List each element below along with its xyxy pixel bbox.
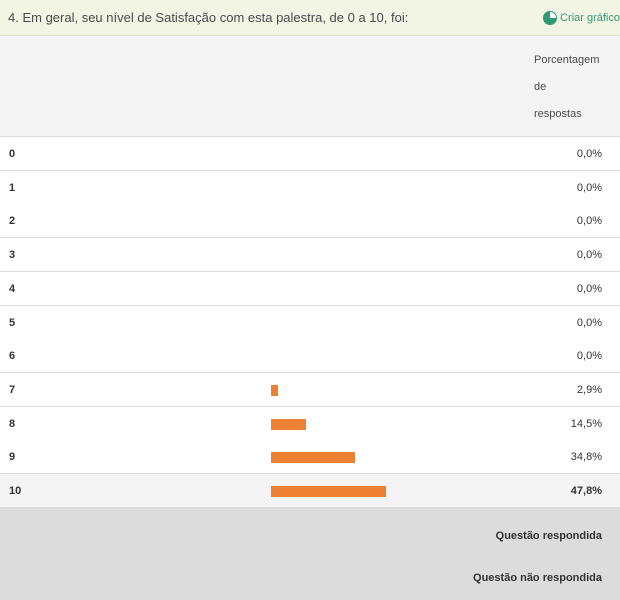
answered-label: Questão respondida <box>495 530 602 542</box>
row-label: 4 <box>9 282 16 295</box>
table-row: 8 14,5% <box>0 406 620 441</box>
row-percentage: 34,8% <box>570 451 602 464</box>
pie-chart-icon <box>543 11 558 25</box>
percentage-bar <box>271 486 386 497</box>
percentage-bar <box>271 384 278 396</box>
column-header-line: respostas <box>534 108 582 120</box>
table-row: 6 0,0% <box>0 339 620 374</box>
question-title: 4. Em geral, seu nível de Satisfação com… <box>8 10 409 25</box>
summary-footer: Questão respondida Questão não respondid… <box>0 508 620 600</box>
table-row: 2 0,0% <box>0 204 620 239</box>
row-label: 9 <box>9 451 16 464</box>
row-percentage: 47,8% <box>570 485 602 497</box>
row-percentage: 0,0% <box>576 350 602 363</box>
row-percentage: 0,0% <box>576 282 602 295</box>
table-row: 10 47,8% <box>0 474 620 508</box>
percentage-bar <box>271 418 306 430</box>
row-percentage: 0,0% <box>576 181 602 194</box>
row-label: 2 <box>9 215 16 228</box>
table-row: 3 0,0% <box>0 238 620 273</box>
row-percentage: 0,0% <box>576 316 602 329</box>
table-row: 7 2,9% <box>0 372 620 407</box>
create-chart-label[interactable]: Criar gráfico <box>560 12 620 24</box>
table-row: 5 0,0% <box>0 305 620 340</box>
skipped-label: Questão não respondida <box>473 572 602 584</box>
row-label: 7 <box>9 383 16 396</box>
row-label: 1 <box>9 181 16 194</box>
row-label: 0 <box>9 148 16 160</box>
row-label: 10 <box>9 485 22 497</box>
question-header: 4. Em geral, seu nível de Satisfação com… <box>0 0 620 36</box>
row-percentage: 0,0% <box>576 148 602 160</box>
column-header-line: Porcentagem <box>534 54 600 66</box>
row-label: 6 <box>9 350 16 363</box>
row-label: 3 <box>9 249 16 262</box>
row-percentage: 0,0% <box>576 249 602 262</box>
column-header-percentage: Porcentagem de respostas <box>534 47 609 128</box>
row-percentage: 2,9% <box>576 383 602 396</box>
table-row: 9 34,8% <box>0 440 620 475</box>
row-label: 8 <box>9 417 16 430</box>
percentage-bar <box>271 452 355 464</box>
row-percentage: 14,5% <box>570 417 602 430</box>
column-header-line: de <box>534 81 547 93</box>
table-row: 0 0,0% <box>0 137 620 171</box>
row-label: 5 <box>9 316 16 329</box>
table-row: 4 0,0% <box>0 271 620 306</box>
row-percentage: 0,0% <box>576 215 602 228</box>
table-header: Porcentagem de respostas <box>0 36 620 137</box>
table-row: 1 0,0% <box>0 170 620 205</box>
create-chart-link[interactable]: Criar gráfico <box>543 0 620 36</box>
